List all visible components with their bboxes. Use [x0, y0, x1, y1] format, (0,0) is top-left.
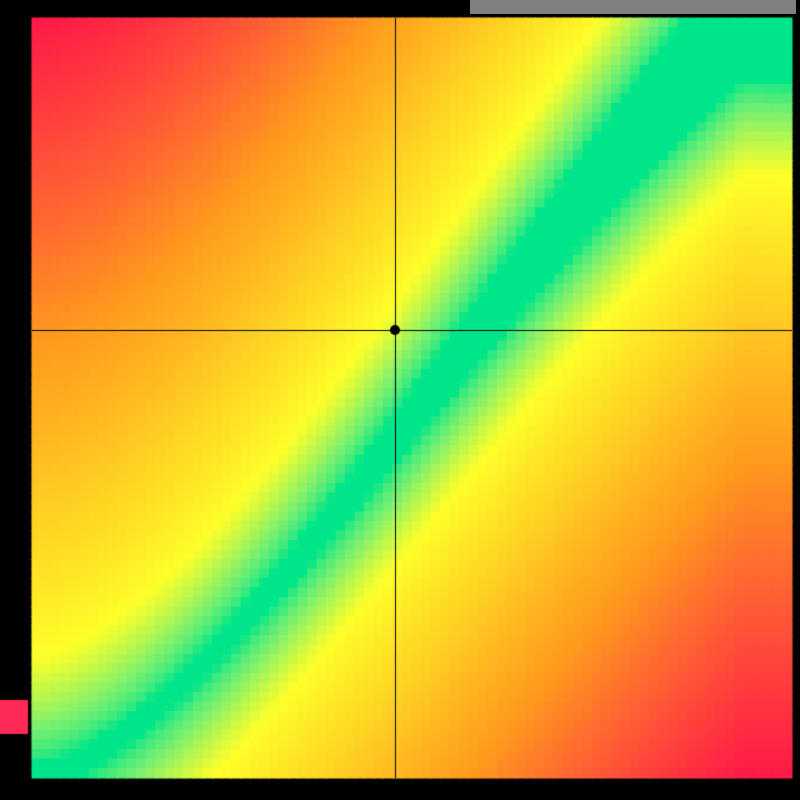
- left-black-bar: [0, 14, 28, 696]
- top-black-bar: [32, 0, 470, 14]
- top-gray-bar: [470, 0, 796, 14]
- chart-stage: [0, 0, 800, 800]
- heatmap-canvas: [0, 0, 800, 800]
